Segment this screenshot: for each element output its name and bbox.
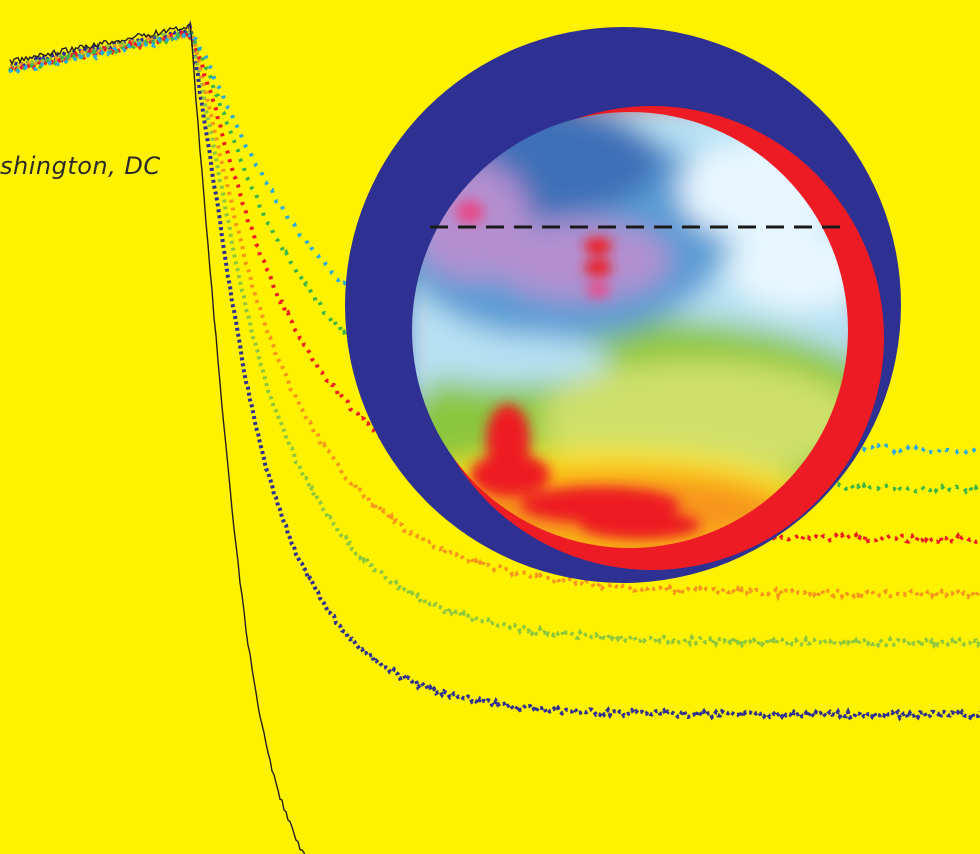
decay-curve-5 <box>8 28 980 496</box>
heat-cyan-ridge <box>412 335 610 385</box>
hotspot-3 <box>584 259 612 277</box>
heat-lime-band <box>540 360 848 480</box>
heat-violet-patch-2 <box>490 220 670 300</box>
hotspot-6 <box>470 453 550 497</box>
hotspot-8 <box>580 511 700 539</box>
hotspot-2 <box>584 237 612 255</box>
decay-curve-1 <box>10 20 980 724</box>
hotspot-4 <box>586 282 610 298</box>
decay-curve-0 <box>9 22 306 854</box>
location-caption: shington, DC <box>0 152 161 180</box>
hotspot-1 <box>456 200 484 224</box>
